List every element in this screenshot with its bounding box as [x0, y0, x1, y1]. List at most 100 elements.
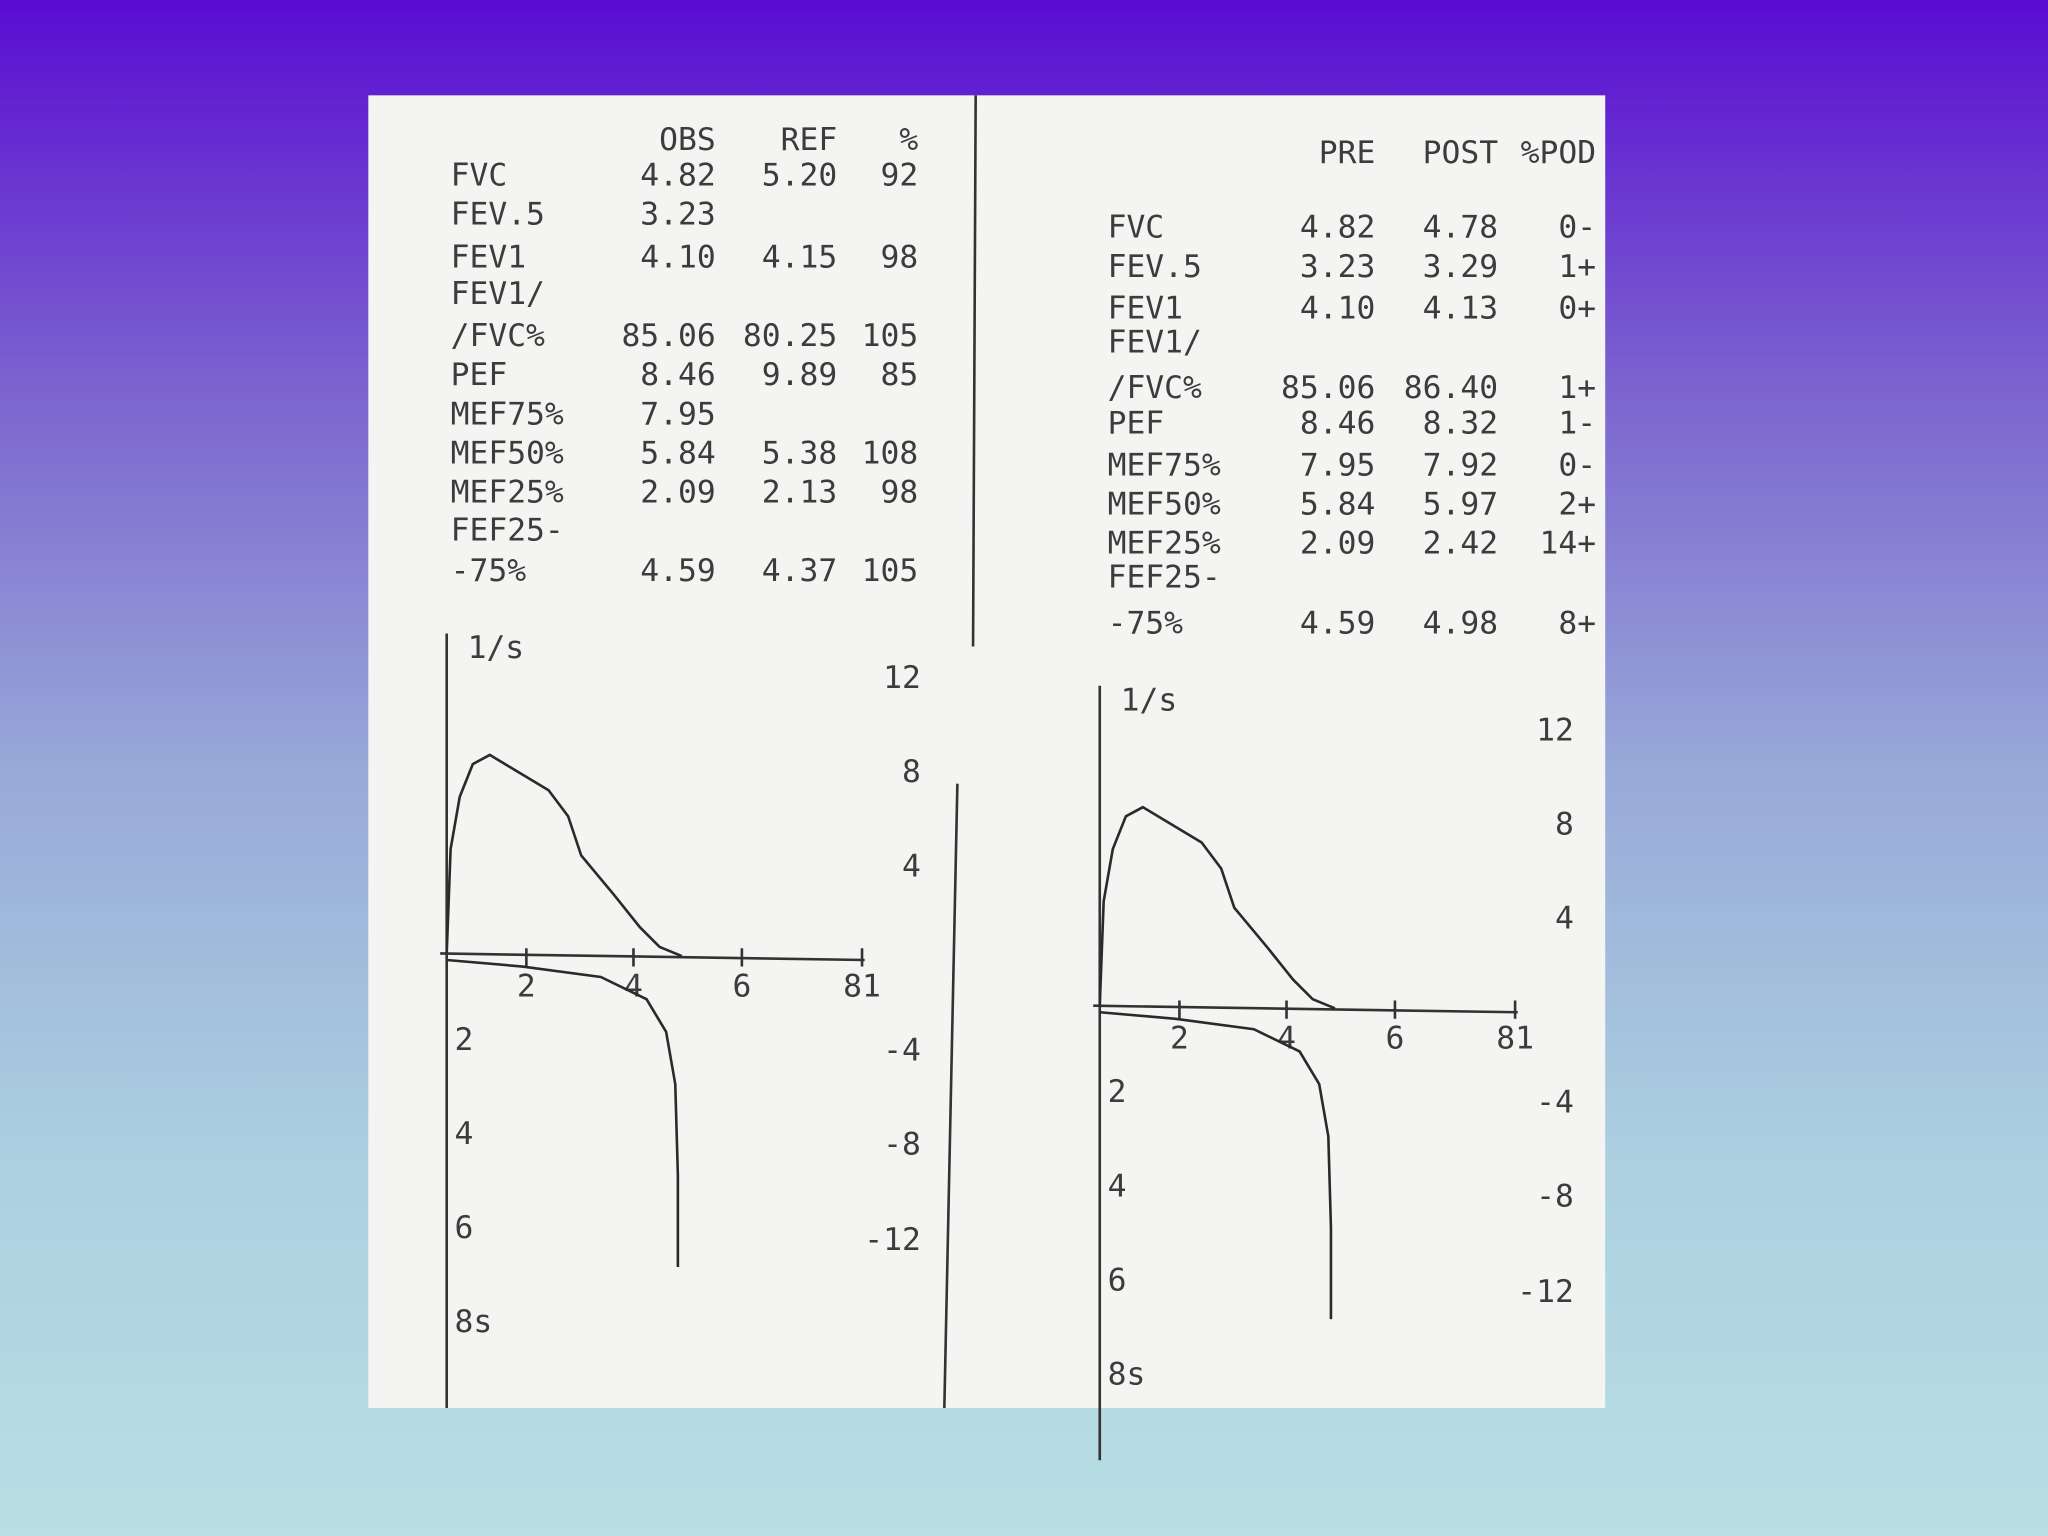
- cell: 2.13: [762, 475, 837, 511]
- cell: 9.89: [762, 357, 837, 393]
- cell: 5.84: [1300, 486, 1375, 522]
- cell: 7.95: [1300, 447, 1375, 483]
- cell: 4.37: [762, 553, 837, 589]
- volume-tick: 4: [624, 968, 643, 1004]
- volume-time-curve: [1099, 1010, 1333, 1320]
- cell: 4.13: [1423, 291, 1498, 327]
- cell: 2.09: [640, 475, 715, 511]
- cell: 0-: [1558, 447, 1596, 483]
- cell: 92: [880, 157, 918, 193]
- cell: 4.10: [640, 240, 715, 276]
- time-tick: 2: [455, 1022, 474, 1058]
- cell: 4.59: [640, 553, 715, 589]
- cell: 4.15: [762, 240, 837, 276]
- cell: 4.78: [1423, 210, 1498, 246]
- row-label: /FVC%: [1108, 370, 1202, 406]
- row-label: MEF50%: [1108, 486, 1221, 522]
- row-label: FEV.5: [451, 197, 545, 233]
- cell: 4.82: [640, 157, 715, 193]
- flow-tick: 12: [1536, 712, 1574, 748]
- row-label: MEF25%: [451, 475, 564, 511]
- volume-tick: 81: [1496, 1021, 1534, 1057]
- row-label: FEV1: [1108, 291, 1183, 327]
- cell: 8+: [1558, 605, 1596, 641]
- cell: 3.23: [1300, 249, 1375, 285]
- cell: 98: [880, 475, 918, 511]
- time-tick: 4: [455, 1116, 474, 1152]
- row-label: -75%: [1108, 605, 1184, 641]
- cell: 3.23: [640, 197, 715, 233]
- flow-tick: -4: [1536, 1085, 1574, 1121]
- cell: 8.46: [1300, 405, 1375, 441]
- cell: 0+: [1558, 291, 1596, 327]
- row-label: FEV1/: [1108, 325, 1202, 361]
- cell: 7.92: [1423, 447, 1498, 483]
- volume-tick: 6: [732, 968, 751, 1004]
- cell: 5.97: [1423, 486, 1498, 522]
- row-label: /FVC%: [451, 318, 545, 354]
- flow-tick: -4: [883, 1032, 921, 1068]
- cell: 4.98: [1423, 605, 1498, 641]
- column-header: PRE: [1319, 135, 1376, 171]
- volume-tick: 2: [517, 968, 536, 1004]
- row-label: PEF: [1108, 405, 1165, 441]
- axis: [1093, 1004, 1518, 1014]
- flow-tick: 4: [1555, 901, 1574, 937]
- row-label: MEF50%: [451, 436, 564, 472]
- cell: 8.46: [640, 357, 715, 393]
- volume-tick: 4: [1277, 1021, 1296, 1057]
- row-label: -75%: [451, 553, 527, 589]
- cell: 14+: [1539, 526, 1596, 562]
- row-label: FEF25-: [1108, 560, 1221, 596]
- cell: 5.84: [640, 436, 715, 472]
- column-header: %: [899, 122, 918, 158]
- cell: 4.10: [1300, 291, 1375, 327]
- column-header: OBS: [659, 122, 716, 158]
- time-tick: 6: [1108, 1262, 1127, 1298]
- row-label: FEV.5: [1108, 249, 1202, 285]
- time-tick: 8s: [1108, 1356, 1146, 1392]
- flow-tick: -8: [1536, 1179, 1574, 1215]
- cell: 86.40: [1404, 370, 1498, 406]
- flow-volume-curve: [1098, 805, 1336, 1010]
- row-label: PEF: [451, 357, 508, 393]
- flow-tick: 12: [883, 660, 921, 696]
- time-tick: 2: [1108, 1074, 1127, 1110]
- row-label: MEF25%: [1108, 526, 1221, 562]
- flow-tick: -12: [1517, 1274, 1574, 1310]
- cell: 2.42: [1423, 526, 1498, 562]
- cell: 85.06: [621, 318, 715, 354]
- flow-tick: -8: [883, 1126, 921, 1162]
- row-label: FVC: [451, 157, 508, 193]
- divider: [943, 783, 959, 1409]
- cell: 0-: [1558, 210, 1596, 246]
- row-label: FEV1: [451, 240, 526, 276]
- cell: 1+: [1558, 249, 1596, 285]
- cell: 85.06: [1281, 370, 1375, 406]
- row-label: FEF25-: [451, 513, 564, 549]
- volume-tick: 6: [1386, 1021, 1405, 1057]
- cell: 2.09: [1300, 526, 1375, 562]
- cell: 98: [880, 240, 918, 276]
- cell: 3.29: [1423, 249, 1498, 285]
- cell: 105: [862, 318, 919, 354]
- time-tick: 6: [455, 1210, 474, 1246]
- flow-tick: 8: [1555, 806, 1574, 842]
- flow-unit: 1/s: [468, 630, 525, 666]
- axis: [440, 952, 865, 962]
- cell: 5.20: [762, 157, 837, 193]
- cell: 7.95: [640, 396, 715, 432]
- cell: 80.25: [743, 318, 837, 354]
- cell: 5.38: [762, 436, 837, 472]
- cell: 85: [880, 357, 918, 393]
- cell: 2+: [1558, 486, 1596, 522]
- cell: 4.82: [1300, 210, 1375, 246]
- column-header: REF: [781, 122, 838, 158]
- cell: 1+: [1558, 370, 1596, 406]
- divider: [971, 95, 977, 647]
- time-tick: 8s: [455, 1304, 493, 1340]
- volume-tick: 2: [1170, 1021, 1189, 1057]
- row-label: FEV1/: [451, 276, 545, 312]
